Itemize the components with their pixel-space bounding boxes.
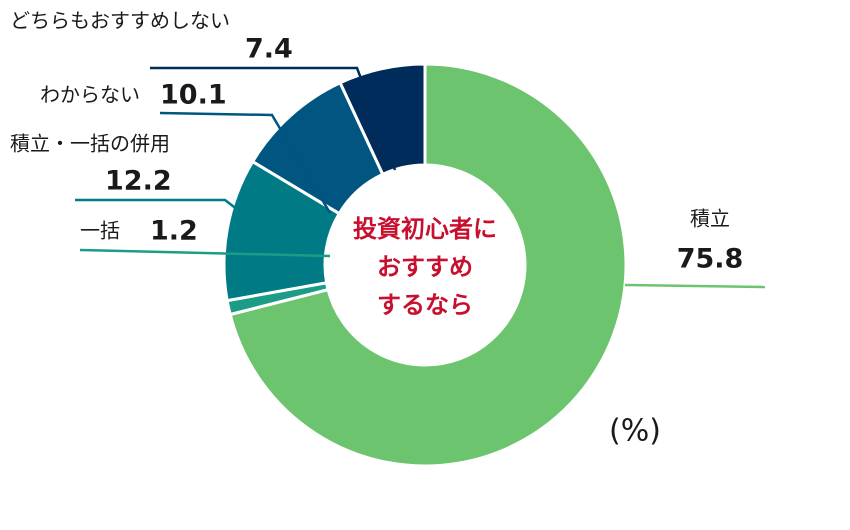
center-text: 投資初心者に (353, 215, 497, 243)
donut-slice (338, 62, 427, 177)
leader-line (150, 66, 397, 171)
value-label: 10.1 (160, 80, 227, 111)
value-label: 75.8 (677, 244, 744, 275)
leader-line (75, 198, 239, 211)
leader-line (624, 283, 766, 289)
unit-label: (%) (609, 414, 661, 449)
donut: 積立 75.8 一括 1.2 積立・一括の併用 12.2 わからない 10.1 どちらもおすすめ… (10, 9, 766, 468)
value-label: 12.2 (105, 166, 172, 197)
leader-line (159, 111, 332, 214)
leader-line (79, 248, 331, 258)
center-text: するなら (377, 291, 473, 319)
slice-label: どちらもおすすめしない (10, 9, 230, 33)
slice-label: 一括 (80, 219, 120, 243)
donut-slice (228, 62, 628, 468)
slice-label: 積立 (690, 207, 730, 231)
slice-label: 積立・一括の併用 (10, 132, 170, 156)
value-label: 7.4 (245, 34, 293, 65)
value-label: 1.2 (150, 216, 198, 247)
slice-label: わからない (40, 83, 140, 107)
center-text: おすすめ (377, 253, 473, 281)
